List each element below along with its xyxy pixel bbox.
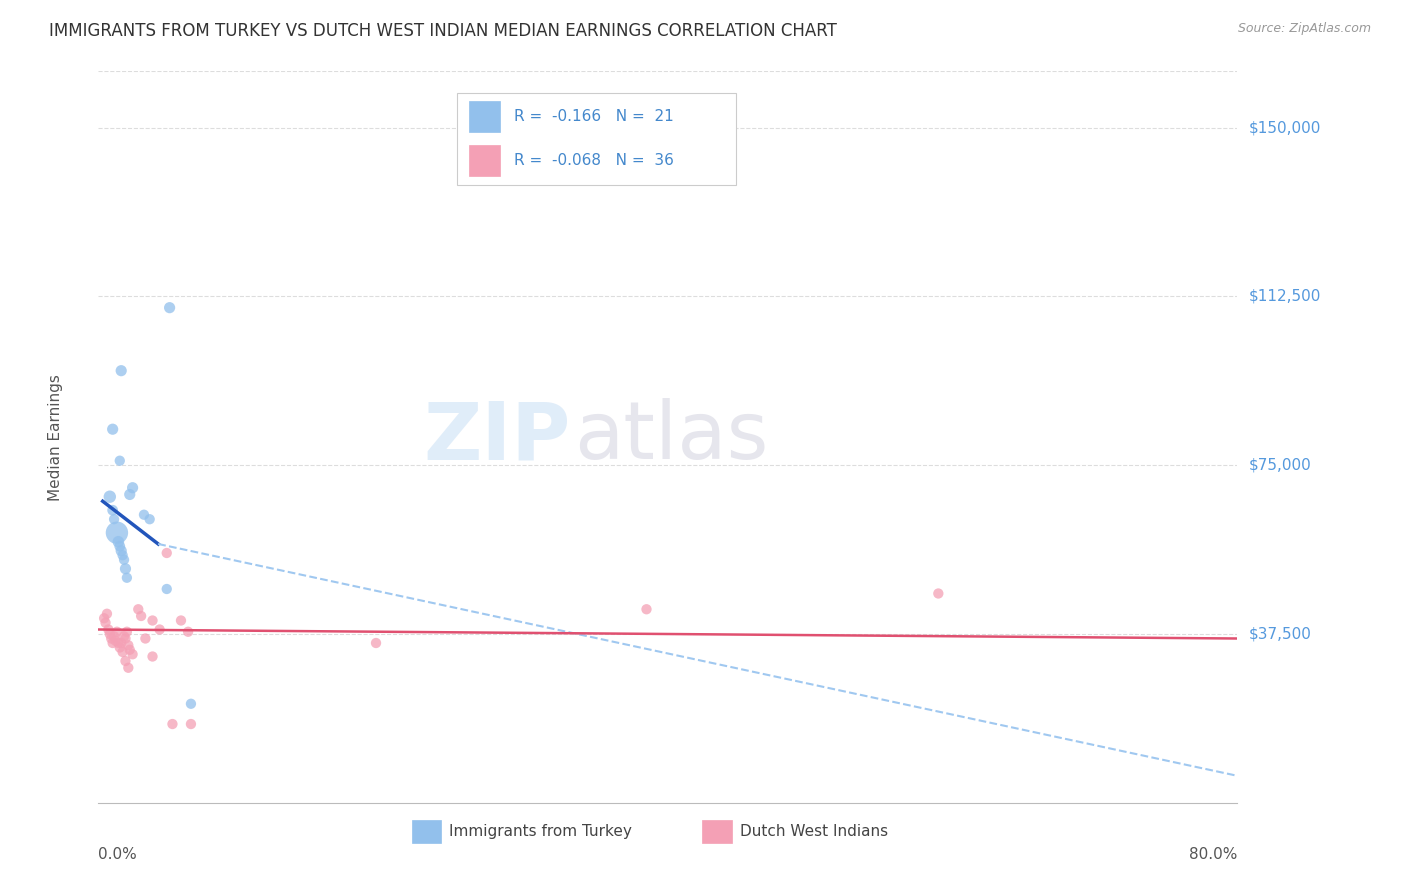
Point — [180, 697, 202, 711]
Point — [115, 624, 138, 639]
Bar — [412, 820, 441, 843]
Text: $112,500: $112,500 — [1249, 289, 1320, 304]
Point — [156, 546, 179, 560]
Point — [105, 525, 128, 540]
Point — [364, 636, 387, 650]
Point — [112, 553, 135, 567]
Point — [159, 301, 181, 315]
Point — [93, 611, 115, 625]
Bar — [468, 101, 501, 132]
Bar — [457, 94, 737, 185]
Bar — [468, 145, 501, 176]
Point — [141, 649, 163, 664]
Point — [127, 602, 149, 616]
Point — [97, 623, 120, 637]
Point — [100, 632, 122, 646]
Point — [101, 422, 124, 436]
Point — [103, 629, 125, 643]
Point — [107, 636, 129, 650]
Point — [121, 481, 143, 495]
Point — [104, 633, 127, 648]
Text: $75,000: $75,000 — [1249, 458, 1312, 473]
Point — [180, 717, 202, 731]
Point — [170, 614, 193, 628]
Point — [177, 624, 200, 639]
Text: R =  -0.068   N =  36: R = -0.068 N = 36 — [515, 153, 673, 168]
Point — [118, 642, 141, 657]
Text: 0.0%: 0.0% — [98, 847, 138, 862]
Point — [110, 636, 132, 650]
Point — [105, 624, 128, 639]
Text: Immigrants from Turkey: Immigrants from Turkey — [449, 824, 633, 838]
Point — [132, 508, 155, 522]
Point — [107, 534, 129, 549]
Point — [121, 647, 143, 661]
Point — [111, 548, 134, 562]
Point — [114, 654, 136, 668]
Text: $150,000: $150,000 — [1249, 120, 1320, 135]
Text: IMMIGRANTS FROM TURKEY VS DUTCH WEST INDIAN MEDIAN EARNINGS CORRELATION CHART: IMMIGRANTS FROM TURKEY VS DUTCH WEST IND… — [49, 22, 837, 40]
Point — [101, 636, 124, 650]
Point — [118, 487, 141, 501]
Point — [114, 632, 136, 646]
Point — [138, 512, 160, 526]
Text: atlas: atlas — [575, 398, 769, 476]
Point — [112, 629, 135, 643]
Text: Dutch West Indians: Dutch West Indians — [740, 824, 887, 838]
Point — [98, 627, 121, 641]
Text: ZIP: ZIP — [423, 398, 571, 476]
Point — [156, 582, 179, 596]
Point — [101, 503, 124, 517]
Point — [115, 571, 138, 585]
Point — [94, 615, 117, 630]
Bar — [702, 820, 731, 843]
Text: 80.0%: 80.0% — [1189, 847, 1237, 862]
Point — [110, 364, 132, 378]
Point — [114, 562, 136, 576]
Point — [103, 512, 125, 526]
Text: Source: ZipAtlas.com: Source: ZipAtlas.com — [1237, 22, 1371, 36]
Point — [108, 453, 131, 467]
Point — [141, 614, 163, 628]
Point — [108, 539, 131, 553]
Point — [149, 623, 172, 637]
Point — [162, 717, 184, 731]
Point — [110, 543, 132, 558]
Point — [129, 609, 152, 624]
Text: R =  -0.166   N =  21: R = -0.166 N = 21 — [515, 109, 673, 124]
Point — [108, 640, 131, 655]
Point — [927, 586, 949, 600]
Point — [636, 602, 658, 616]
Text: $37,500: $37,500 — [1249, 626, 1312, 641]
Point — [111, 645, 134, 659]
Point — [134, 632, 156, 646]
Point — [98, 490, 121, 504]
Point — [117, 638, 139, 652]
Text: Median Earnings: Median Earnings — [48, 374, 63, 500]
Point — [117, 661, 139, 675]
Point — [96, 607, 118, 621]
